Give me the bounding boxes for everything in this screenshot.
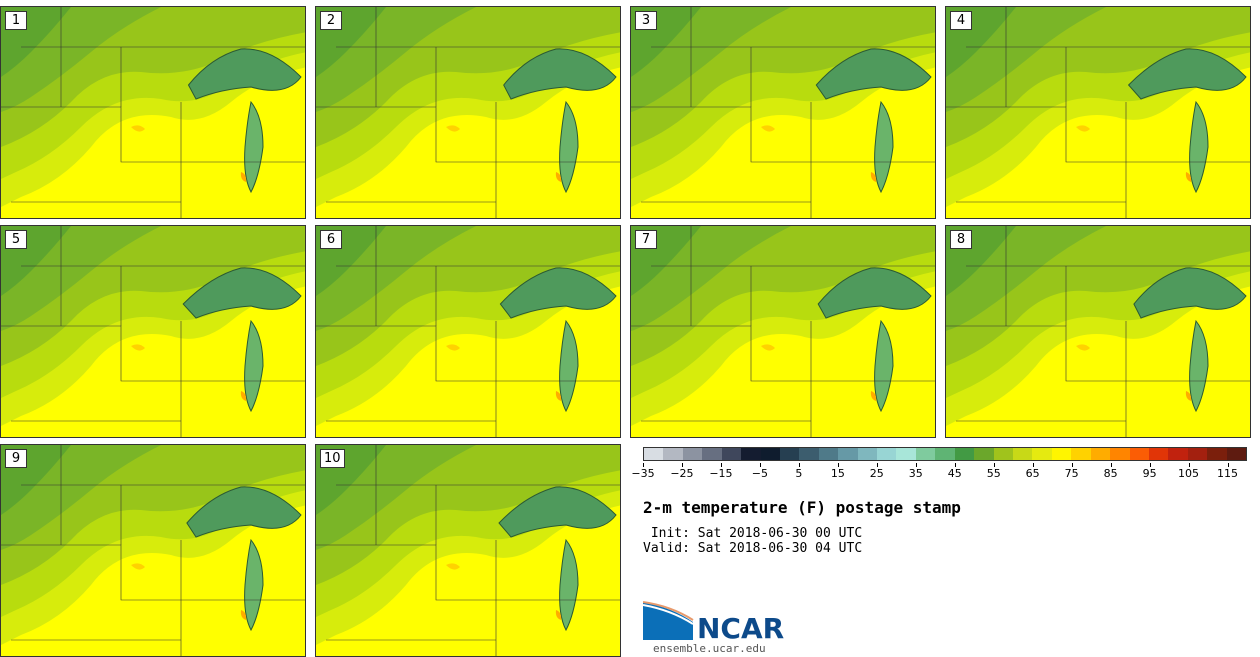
colorbar-tick-label: 65: [1025, 467, 1040, 480]
colorbar-swatch: [877, 448, 897, 460]
colorbar-swatch: [663, 448, 683, 460]
colorbar-swatch: [1226, 448, 1247, 460]
temperature-colorbar: [643, 447, 1247, 461]
colorbar-tick-label: 35: [908, 467, 923, 480]
colorbar-tick: [1188, 463, 1190, 467]
ensemble-member-map: 8: [945, 225, 1251, 438]
colorbar-tick-label: 95: [1142, 467, 1157, 480]
colorbar-swatch: [682, 448, 703, 460]
colorbar-swatch: [1071, 448, 1091, 460]
ensemble-member-map: 3: [630, 6, 936, 219]
member-number-label: 6: [320, 230, 342, 249]
colorbar-tick: [1110, 463, 1112, 467]
colorbar-tick: [1071, 463, 1073, 467]
colorbar-swatch: [1207, 448, 1227, 460]
colorbar-swatch: [1090, 448, 1111, 460]
colorbar-tick-label: −5: [751, 467, 768, 480]
colorbar-swatch: [838, 448, 858, 460]
ensemble-member-map: 7: [630, 225, 936, 438]
ensemble-member-map: 1: [0, 6, 306, 219]
site-url: ensemble.ucar.edu: [653, 642, 766, 655]
colorbar-swatch: [1148, 448, 1169, 460]
colorbar-ticks: −35 −25 −15 −5 5 15 25 35 45 55 65 75 85 95 105 115: [631, 463, 1247, 483]
member-number-label: 4: [950, 11, 972, 30]
ncar-logo-icon: [643, 601, 694, 640]
colorbar-tick: [915, 463, 917, 467]
colorbar-tick-label: 105: [1178, 467, 1200, 480]
member-number-label: 2: [320, 11, 342, 30]
ncar-logo-text: NCAR: [697, 612, 785, 645]
colorbar-swatch: [799, 448, 819, 460]
colorbar-swatch: [993, 448, 1014, 460]
init-time: Init: Sat 2018-06-30 00 UTC: [643, 526, 863, 541]
colorbar-tick-label: 45: [947, 467, 962, 480]
colorbar-swatch: [1032, 448, 1052, 460]
colorbar-tick: [837, 463, 839, 467]
colorbar-swatch: [857, 448, 878, 460]
colorbar-swatch: [1013, 448, 1033, 460]
colorbar-tick: [759, 463, 761, 467]
colorbar-swatch: [644, 448, 664, 460]
colorbar-swatch: [1129, 448, 1149, 460]
colorbar-tick: [1227, 463, 1229, 467]
colorbar-swatch: [915, 448, 936, 460]
colorbar-tick: [1032, 463, 1034, 467]
colorbar-tick: [1149, 463, 1151, 467]
member-number-label: 7: [635, 230, 657, 249]
colorbar-swatch: [702, 448, 722, 460]
member-number-label: 9: [5, 449, 27, 468]
member-number-label: 5: [5, 230, 27, 249]
colorbar-swatch: [779, 448, 800, 460]
ensemble-member-map: 4: [945, 6, 1251, 219]
colorbar-tick-label: −25: [670, 467, 694, 480]
colorbar-swatch: [1187, 448, 1208, 460]
colorbar-swatch: [935, 448, 955, 460]
ensemble-member-map: 5: [0, 225, 306, 438]
colorbar-swatch: [896, 448, 916, 460]
colorbar-swatch: [1051, 448, 1072, 460]
colorbar-swatch: [954, 448, 975, 460]
colorbar-tick-label: 55: [986, 467, 1001, 480]
colorbar-tick-label: 15: [830, 467, 845, 480]
member-number-label: 1: [5, 11, 27, 30]
colorbar-tick: [993, 463, 995, 467]
colorbar-tick: [954, 463, 956, 467]
colorbar-swatch: [721, 448, 742, 460]
colorbar-tick-label: 75: [1064, 467, 1079, 480]
colorbar-tick: [643, 463, 644, 467]
colorbar-tick-label: −15: [709, 467, 733, 480]
ensemble-member-map: 2: [315, 6, 621, 219]
colorbar-tick: [798, 463, 800, 467]
colorbar-tick: [876, 463, 878, 467]
colorbar-swatch: [1110, 448, 1130, 460]
colorbar-swatch: [818, 448, 839, 460]
ensemble-member-map: 9: [0, 444, 306, 657]
colorbar-swatch: [760, 448, 780, 460]
colorbar-tick-label: −35: [631, 467, 655, 480]
colorbar-tick-label: 85: [1103, 467, 1118, 480]
colorbar-tick-label: 5: [795, 467, 803, 480]
colorbar-tick-label: 25: [869, 467, 884, 480]
member-number-label: 10: [320, 449, 345, 468]
valid-time: Valid: Sat 2018-06-30 04 UTC: [643, 541, 863, 556]
colorbar-swatch: [1168, 448, 1188, 460]
colorbar-swatch: [741, 448, 761, 460]
colorbar-tick-label: 115: [1217, 467, 1239, 480]
ensemble-member-map: 6: [315, 225, 621, 438]
colorbar-swatch: [974, 448, 994, 460]
member-number-label: 3: [635, 11, 657, 30]
member-number-label: 8: [950, 230, 972, 249]
plot-title: 2-m temperature (F) postage stamp: [643, 498, 961, 517]
ensemble-member-map: 10: [315, 444, 621, 657]
colorbar-tick: [720, 463, 722, 467]
colorbar-tick: [681, 463, 683, 467]
